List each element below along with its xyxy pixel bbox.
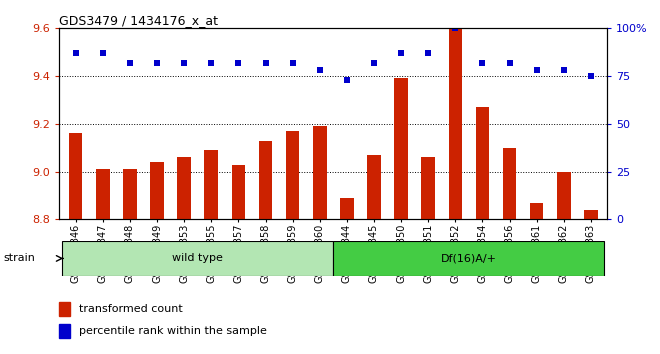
Point (477, 60, 488, 65)
Bar (367, 155, 381, 219)
Bar (259, 141, 273, 219)
Bar (313, 126, 327, 219)
Bar (394, 79, 408, 219)
Point (125, 60, 135, 65)
Point (233, 60, 244, 65)
Point (396, 50, 407, 56)
Text: percentile rank within the sample: percentile rank within the sample (79, 326, 267, 336)
Point (342, 77, 352, 83)
Bar (232, 165, 245, 219)
Point (287, 60, 298, 65)
Text: GDS3479 / 1434176_x_at: GDS3479 / 1434176_x_at (59, 14, 218, 27)
Bar (286, 131, 300, 219)
Bar (123, 169, 137, 219)
Text: Df(16)A/+: Df(16)A/+ (441, 253, 497, 263)
Point (531, 68, 542, 73)
Bar (62, 241, 333, 276)
Text: strain: strain (3, 253, 35, 263)
Point (558, 68, 569, 73)
Bar (333, 241, 605, 276)
Point (260, 60, 271, 65)
Point (179, 60, 189, 65)
Point (423, 50, 434, 56)
Text: wild type: wild type (172, 253, 223, 263)
Bar (449, 28, 462, 219)
Bar (150, 162, 164, 219)
Bar (584, 210, 598, 219)
Bar (96, 169, 110, 219)
Point (152, 60, 162, 65)
Bar (557, 172, 571, 219)
Point (206, 60, 216, 65)
Point (98, 50, 108, 56)
Point (450, 25, 461, 31)
Bar (340, 198, 354, 219)
Bar (178, 157, 191, 219)
Bar (69, 133, 82, 219)
Bar (205, 150, 218, 219)
Point (369, 60, 380, 65)
Bar (476, 107, 489, 219)
Bar (503, 148, 516, 219)
Bar (422, 157, 435, 219)
Text: transformed count: transformed count (79, 304, 182, 314)
Bar (59, 324, 71, 338)
Point (314, 68, 325, 73)
Bar (530, 203, 543, 219)
Point (504, 60, 515, 65)
Point (585, 73, 596, 79)
Bar (59, 302, 71, 316)
Point (71, 50, 81, 56)
